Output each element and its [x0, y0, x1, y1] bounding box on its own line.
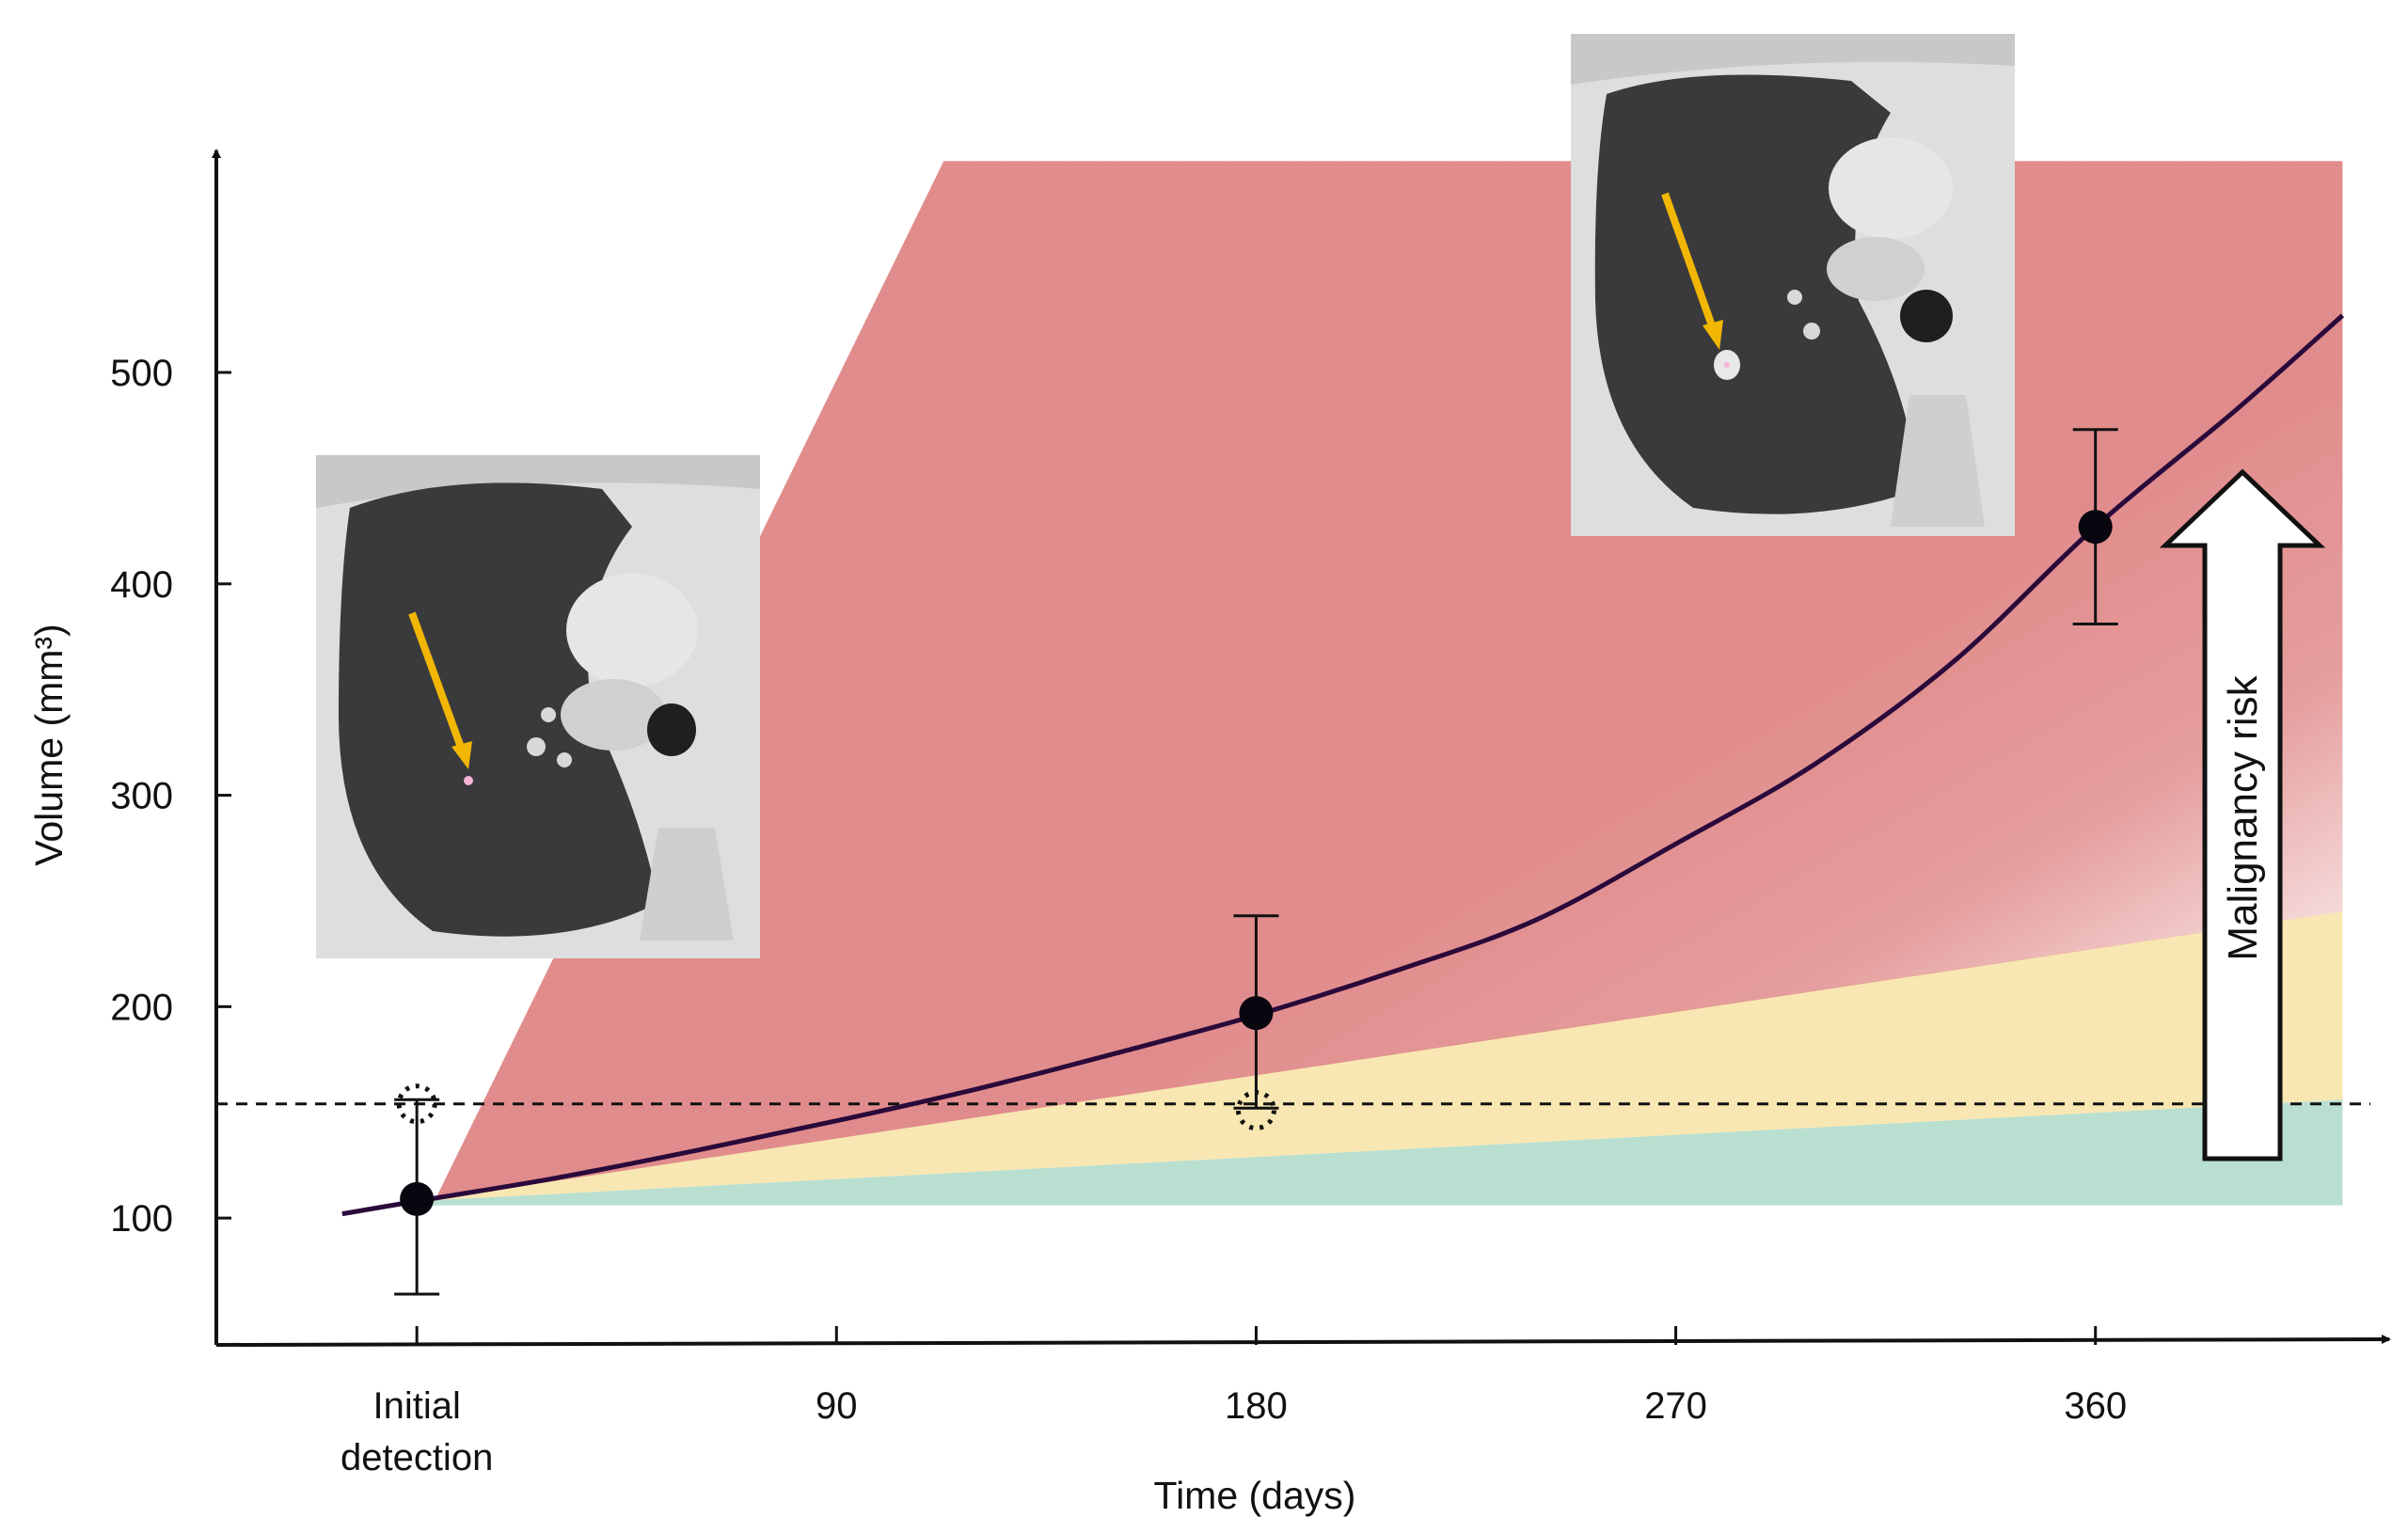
x-tick-label-270: 270 [1644, 1385, 1707, 1427]
measurement-point-0 [400, 1181, 435, 1216]
malignancy-risk-arrow: Malignancy risk [2159, 468, 2326, 1162]
x-tick-line: 360 [2064, 1385, 2127, 1427]
ct-inset-followup [1571, 34, 2015, 536]
x-tick-label-90: 90 [816, 1385, 858, 1427]
y-tick-label-500: 500 [110, 353, 173, 394]
aorta [566, 574, 698, 687]
x-axis-title: Time (days) [1154, 1474, 1356, 1517]
fitted-curve [341, 313, 2345, 1217]
y-tick-label-400: 400 [110, 564, 173, 606]
measurement-point-2 [2078, 510, 2113, 545]
growth-curve [341, 313, 2345, 1217]
x-tick-line: 270 [1644, 1385, 1707, 1427]
measurements [394, 428, 2118, 1296]
risk-zone-low [417, 1099, 2343, 1206]
measurement-point-1 [1239, 996, 1274, 1031]
ct-inset-initial [316, 455, 760, 958]
nodule-arrow-1 [408, 611, 467, 754]
y-tick-label-300: 300 [110, 776, 173, 817]
threshold-marker-0 [396, 1083, 437, 1125]
axes [212, 149, 2391, 1347]
x-tick-line: detection [341, 1437, 493, 1478]
lung-left [339, 482, 658, 937]
x-tick-label-360: 360 [2064, 1385, 2127, 1427]
x-tick-label-0: Initial detection [341, 1385, 493, 1478]
y-tick-label-100: 100 [110, 1198, 173, 1240]
x-tick-line: Initial [372, 1385, 460, 1427]
y-axis-title: Volume (mm³) [27, 624, 71, 865]
y-ticks: 100 200 300 400 500 [110, 353, 231, 1240]
x-tick-line: 180 [1225, 1385, 1288, 1427]
nodule-arrow-2 [1661, 192, 1718, 333]
malignancy-risk-label: Malignancy risk [2220, 674, 2266, 960]
x-tick-line: 90 [816, 1385, 858, 1427]
y-tick-label-200: 200 [110, 987, 173, 1028]
x-tick-label-180: 180 [1225, 1385, 1288, 1427]
trachea [647, 703, 696, 756]
x-ticks: Initial detection 90 180 270 360 [341, 1326, 2127, 1478]
x-axis [215, 1335, 2391, 1347]
